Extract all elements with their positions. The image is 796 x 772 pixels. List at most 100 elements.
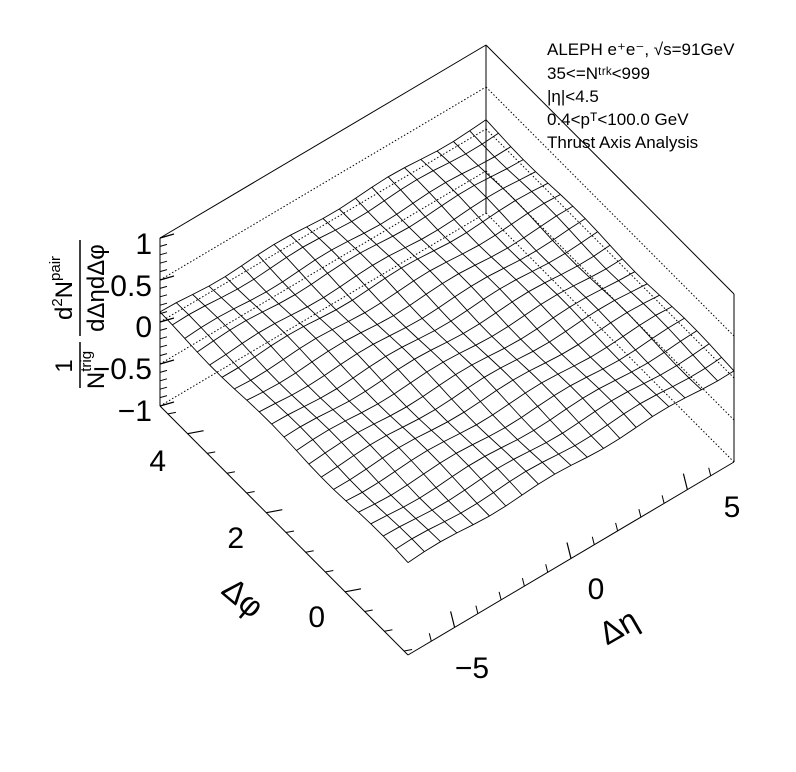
z-minor-tick bbox=[159, 252, 168, 256]
z-minor-tick bbox=[159, 285, 168, 289]
z-minor-tick bbox=[159, 395, 168, 399]
y-minor-tick bbox=[384, 629, 393, 632]
surface-line bbox=[320, 283, 648, 478]
x-tick-label: 0 bbox=[588, 573, 605, 606]
z-minor-tick bbox=[159, 243, 168, 247]
z-gridline bbox=[159, 212, 487, 407]
y-axis-line bbox=[159, 405, 409, 656]
x-tick-labels: −5 0 5 bbox=[455, 491, 740, 685]
z-minor-tick bbox=[159, 361, 168, 365]
x-minor-tick bbox=[545, 564, 549, 573]
surface-line bbox=[159, 311, 409, 563]
surface-line bbox=[358, 317, 685, 513]
surface-line bbox=[184, 146, 512, 339]
y-minor-tick bbox=[364, 609, 373, 612]
y-minor-tick bbox=[305, 550, 314, 553]
z-minor-tick bbox=[159, 378, 168, 382]
z-minor-tick bbox=[159, 302, 168, 306]
x-minor-tick bbox=[615, 522, 619, 532]
z-minor-tick bbox=[159, 269, 168, 273]
surface-line bbox=[209, 171, 536, 366]
x-axis-title: Δη bbox=[593, 601, 645, 652]
z-title-num: d2Npair bbox=[47, 256, 78, 320]
z-tick-label: 1 bbox=[135, 228, 152, 261]
x-minor-tick bbox=[498, 591, 502, 601]
z-tick-label: 0.5 bbox=[110, 270, 152, 303]
y-tick-label: 4 bbox=[149, 445, 166, 478]
y-tick-label: 2 bbox=[227, 522, 244, 555]
annotation-block: ALEPH e⁺e⁻, √s=91GeV 35<=Nᵗʳᵏ<999 |η|<4.… bbox=[547, 40, 735, 152]
surface-line bbox=[159, 119, 487, 313]
surface-line bbox=[382, 343, 710, 537]
y-minor-tick bbox=[226, 471, 235, 474]
z-gridline bbox=[159, 170, 487, 365]
x-minor-tick bbox=[591, 536, 595, 545]
y-minor-tick bbox=[325, 570, 334, 573]
z-minor-tick bbox=[159, 319, 168, 323]
surface-line bbox=[485, 119, 735, 372]
z-tick-label: −1 bbox=[118, 395, 152, 428]
y-minor-tick bbox=[167, 411, 176, 415]
x-tick bbox=[682, 473, 688, 490]
y-minor-tick bbox=[207, 451, 216, 454]
z-gridline bbox=[485, 170, 735, 421]
z-minor-tick bbox=[159, 277, 168, 281]
z-gridline bbox=[485, 128, 735, 379]
z-minor-tick bbox=[159, 386, 168, 390]
x-minor-tick bbox=[708, 467, 712, 476]
y-minor-tick bbox=[404, 649, 413, 652]
annotation-line: |η|<4.5 bbox=[547, 87, 599, 106]
z-minor-tick bbox=[159, 336, 168, 340]
y-axis-title: Δφ bbox=[215, 570, 270, 625]
x-tick bbox=[566, 542, 572, 559]
surface-line bbox=[308, 271, 636, 465]
box-edge bbox=[485, 44, 735, 295]
surface-mesh bbox=[159, 119, 735, 563]
surface-line bbox=[246, 205, 574, 401]
x-tick-label: −5 bbox=[455, 652, 489, 685]
surface-line bbox=[258, 218, 586, 413]
surface-line bbox=[370, 330, 698, 525]
z-minor-tick bbox=[159, 235, 168, 239]
z-minor-tick bbox=[159, 353, 168, 357]
x-tick-label: 5 bbox=[724, 491, 741, 524]
box-edge bbox=[159, 44, 487, 239]
annotation-line: Thrust Axis Analysis bbox=[547, 133, 698, 152]
surface-line bbox=[283, 244, 611, 438]
z-minor-tick bbox=[159, 260, 168, 264]
annotation-line: 0.4<pᵀ<100.0 GeV bbox=[547, 110, 689, 129]
surface-line bbox=[172, 132, 499, 326]
annotation-line: ALEPH e⁺e⁻, √s=91GeV bbox=[547, 40, 735, 59]
z-minor-tick bbox=[159, 294, 168, 298]
z-minor-tick bbox=[159, 369, 168, 373]
z-title-one: 1 bbox=[51, 359, 78, 372]
z-minor-tick bbox=[159, 403, 168, 407]
surface-line bbox=[333, 294, 660, 490]
z-tick-label: 0 bbox=[135, 311, 152, 344]
annotation-line: 35<=Nᵗʳᵏ<999 bbox=[547, 64, 650, 83]
z-tick-label: −0.5 bbox=[93, 353, 152, 386]
y-minor-tick bbox=[285, 530, 295, 533]
z-gridlines bbox=[159, 86, 735, 463]
z-gridline bbox=[159, 86, 487, 281]
z-gridline bbox=[159, 128, 487, 323]
surface-line bbox=[345, 306, 673, 502]
surface-line bbox=[407, 370, 735, 563]
z-minor-tick bbox=[159, 311, 168, 315]
x-minor-tick bbox=[475, 605, 479, 614]
x-tick bbox=[450, 611, 456, 628]
surface-line bbox=[221, 182, 549, 378]
surface-line bbox=[271, 231, 598, 425]
surface-line bbox=[296, 258, 623, 451]
x-minor-tick bbox=[638, 508, 642, 518]
x-minor-tick bbox=[521, 577, 525, 587]
z-minor-tick bbox=[159, 327, 168, 331]
y-tick bbox=[344, 588, 362, 593]
z-tick-labels: 1 0.5 0 −0.5 −1 bbox=[93, 228, 152, 428]
surface-line bbox=[395, 357, 722, 550]
x-minor-tick bbox=[661, 495, 665, 504]
surface-line bbox=[196, 159, 524, 353]
z-gridline bbox=[485, 212, 735, 463]
y-minor-tick bbox=[246, 491, 255, 494]
